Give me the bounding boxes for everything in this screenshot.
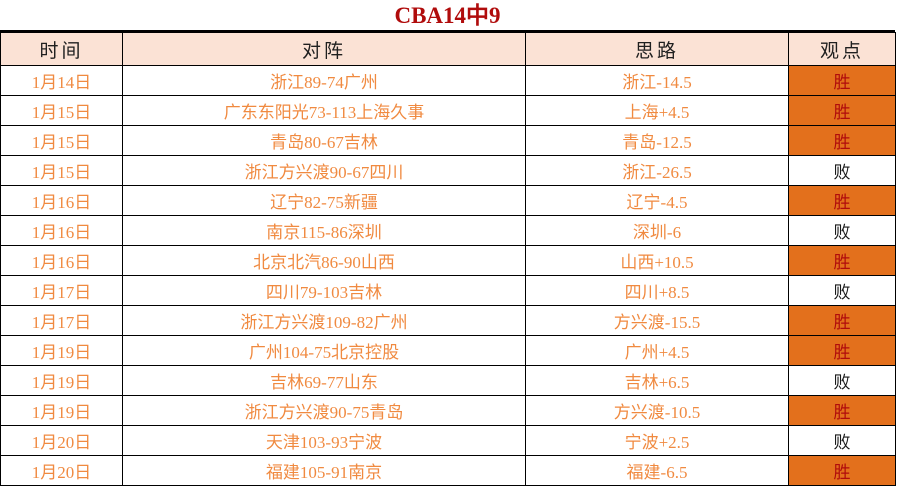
cell-time[interactable]: 1月15日 bbox=[0, 155, 123, 186]
cell-matchup[interactable]: 浙江89-74广州 bbox=[122, 65, 526, 96]
cell-time[interactable]: 1月20日 bbox=[0, 455, 123, 486]
cell-view-win[interactable]: 胜 bbox=[788, 65, 896, 96]
cell-matchup[interactable]: 浙江方兴渡90-75青岛 bbox=[122, 395, 526, 426]
table-body: 1月14日 浙江89-74广州 浙江-14.5 胜 1月15日 广东东阳光73-113上海… bbox=[0, 65, 896, 486]
table-row: 1月14日 浙江89-74广州 浙江-14.5 胜 bbox=[0, 65, 896, 96]
table-row: 1月16日 北京北汽86-90山西 山西+10.5 胜 bbox=[0, 245, 896, 276]
cell-idea[interactable]: 广州+4.5 bbox=[525, 335, 789, 366]
table-row: 1月15日 青岛80-67吉林 青岛-12.5 胜 bbox=[0, 125, 896, 156]
cell-view-win[interactable]: 胜 bbox=[788, 125, 896, 156]
table-header-row: 时间 对阵 思路 观点 bbox=[0, 32, 896, 66]
table-row: 1月19日 浙江方兴渡90-75青岛 方兴渡-10.5 胜 bbox=[0, 395, 896, 426]
cell-matchup[interactable]: 广州104-75北京控股 bbox=[122, 335, 526, 366]
cell-time[interactable]: 1月17日 bbox=[0, 305, 123, 336]
cell-idea[interactable]: 吉林+6.5 bbox=[525, 365, 789, 396]
cell-time[interactable]: 1月16日 bbox=[0, 245, 123, 276]
cell-idea[interactable]: 四川+8.5 bbox=[525, 275, 789, 306]
table-row: 1月17日 四川79-103吉林 四川+8.5 败 bbox=[0, 275, 896, 306]
cell-matchup[interactable]: 辽宁82-75新疆 bbox=[122, 185, 526, 216]
cell-time[interactable]: 1月19日 bbox=[0, 365, 123, 396]
table-row: 1月16日 辽宁82-75新疆 辽宁-4.5 胜 bbox=[0, 185, 896, 216]
cell-idea[interactable]: 辽宁-4.5 bbox=[525, 185, 789, 216]
table-row: 1月20日 福建105-91南京 福建-6.5 胜 bbox=[0, 455, 896, 486]
table-row: 1月16日 南京115-86深圳 深圳-6 败 bbox=[0, 215, 896, 246]
cell-view-win[interactable]: 胜 bbox=[788, 395, 896, 426]
cell-idea[interactable]: 方兴渡-10.5 bbox=[525, 395, 789, 426]
cell-matchup[interactable]: 广东东阳光73-113上海久事 bbox=[122, 95, 526, 126]
column-header-time[interactable]: 时间 bbox=[0, 32, 123, 66]
cell-time[interactable]: 1月16日 bbox=[0, 215, 123, 246]
cell-time[interactable]: 1月16日 bbox=[0, 185, 123, 216]
cell-matchup[interactable]: 福建105-91南京 bbox=[122, 455, 526, 486]
column-header-view[interactable]: 观点 bbox=[788, 32, 896, 66]
cell-idea[interactable]: 浙江-26.5 bbox=[525, 155, 789, 186]
cell-idea[interactable]: 深圳-6 bbox=[525, 215, 789, 246]
cell-view-win[interactable]: 胜 bbox=[788, 455, 896, 486]
cell-matchup[interactable]: 吉林69-77山东 bbox=[122, 365, 526, 396]
results-table: 时间 对阵 思路 观点 1月14日 浙江89-74广州 浙江-14.5 胜 1月15日广… bbox=[0, 32, 896, 486]
cell-view-win[interactable]: 胜 bbox=[788, 185, 896, 216]
cell-time[interactable]: 1月15日 bbox=[0, 95, 123, 126]
cell-matchup[interactable]: 天津103-93宁波 bbox=[122, 425, 526, 456]
cell-view-lose[interactable]: 败 bbox=[788, 365, 896, 396]
table-row: 1月19日 吉林69-77山东 吉林+6.5 败 bbox=[0, 365, 896, 396]
sheet-title-band: CBA14中9 bbox=[0, 0, 895, 32]
cell-time[interactable]: 1月20日 bbox=[0, 425, 123, 456]
table-row: 1月19日 广州104-75北京控股 广州+4.5 胜 bbox=[0, 335, 896, 366]
table-row: 1月17日 浙江方兴渡109-82广州 方兴渡-15.5 胜 bbox=[0, 305, 896, 336]
cell-time[interactable]: 1月15日 bbox=[0, 125, 123, 156]
cell-idea[interactable]: 浙江-14.5 bbox=[525, 65, 789, 96]
cell-idea[interactable]: 福建-6.5 bbox=[525, 455, 789, 486]
cell-view-lose[interactable]: 败 bbox=[788, 275, 896, 306]
page-title: CBA14中9 bbox=[394, 2, 501, 28]
cell-time[interactable]: 1月19日 bbox=[0, 395, 123, 426]
cell-idea[interactable]: 青岛-12.5 bbox=[525, 125, 789, 156]
table-row: 1月15日 广东东阳光73-113上海久事 上海+4.5 胜 bbox=[0, 95, 896, 126]
cell-matchup[interactable]: 浙江方兴渡90-67四川 bbox=[122, 155, 526, 186]
cell-view-lose[interactable]: 败 bbox=[788, 215, 896, 246]
table-row: 1月20日 天津103-93宁波 宁波+2.5 败 bbox=[0, 425, 896, 456]
cell-idea[interactable]: 山西+10.5 bbox=[525, 245, 789, 276]
cell-matchup[interactable]: 北京北汽86-90山西 bbox=[122, 245, 526, 276]
table-row: 1月15日 浙江方兴渡90-67四川 浙江-26.5 败 bbox=[0, 155, 896, 186]
cell-view-lose[interactable]: 败 bbox=[788, 155, 896, 186]
cell-matchup[interactable]: 浙江方兴渡109-82广州 bbox=[122, 305, 526, 336]
cell-matchup[interactable]: 南京115-86深圳 bbox=[122, 215, 526, 246]
cell-view-lose[interactable]: 败 bbox=[788, 425, 896, 456]
cell-time[interactable]: 1月14日 bbox=[0, 65, 123, 96]
cell-time[interactable]: 1月17日 bbox=[0, 275, 123, 306]
cell-idea[interactable]: 上海+4.5 bbox=[525, 95, 789, 126]
column-header-idea[interactable]: 思路 bbox=[525, 32, 789, 66]
cell-time[interactable]: 1月19日 bbox=[0, 335, 123, 366]
cell-view-win[interactable]: 胜 bbox=[788, 95, 896, 126]
cell-idea[interactable]: 宁波+2.5 bbox=[525, 425, 789, 456]
cell-matchup[interactable]: 青岛80-67吉林 bbox=[122, 125, 526, 156]
cell-idea[interactable]: 方兴渡-15.5 bbox=[525, 305, 789, 336]
cell-view-win[interactable]: 胜 bbox=[788, 245, 896, 276]
cell-view-win[interactable]: 胜 bbox=[788, 335, 896, 366]
cell-view-win[interactable]: 胜 bbox=[788, 305, 896, 336]
cell-matchup[interactable]: 四川79-103吉林 bbox=[122, 275, 526, 306]
column-header-match[interactable]: 对阵 bbox=[122, 32, 526, 66]
